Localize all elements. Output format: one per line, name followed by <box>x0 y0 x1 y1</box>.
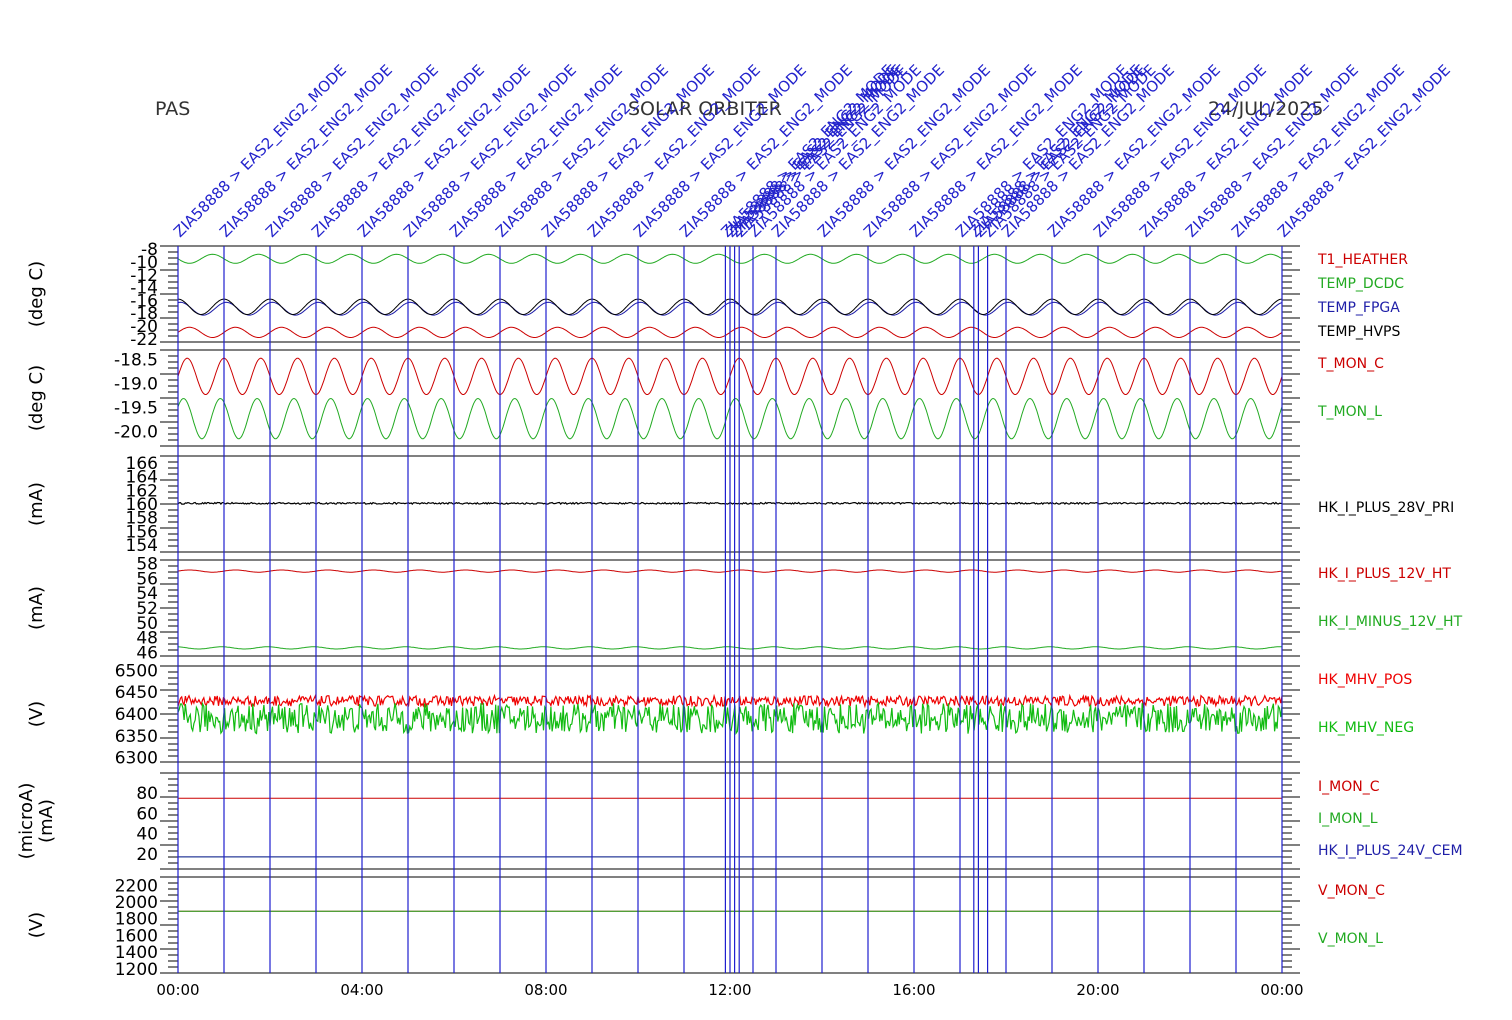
x-tick-label: 16:00 <box>892 981 935 999</box>
legend-entry: V_MON_C <box>1318 883 1385 899</box>
legend-entry: TEMP_HVPS <box>1317 324 1400 340</box>
y-tick-label: -12 <box>130 266 158 286</box>
y-tick-label: 166 <box>126 454 158 474</box>
x-tick-label: 00:00 <box>1260 981 1303 999</box>
instrument-title: PAS <box>155 98 191 120</box>
y-axis-label: (mA) <box>26 586 47 630</box>
y-tick-label: 6400 <box>115 705 158 725</box>
legend-entry: HK_I_PLUS_12V_HT <box>1318 566 1451 582</box>
legend-entry: HK_I_MINUS_12V_HT <box>1318 614 1463 630</box>
y-tick-label: -19.5 <box>114 399 158 419</box>
y-tick-label: -22 <box>130 330 158 350</box>
y-tick-label: 80 <box>136 784 158 804</box>
y-tick-label: 6500 <box>115 661 158 681</box>
panel-1: -8-10-12-14-16-18-20-22 (deg C) T1_HEATHER… <box>26 240 1408 350</box>
legend-entry: TEMP_DCDC <box>1317 276 1404 292</box>
y-tick-label: 1600 <box>115 926 158 946</box>
mission-title: SOLAR ORBITER <box>628 98 782 120</box>
panel-2: -18.5 -19.0 -19.5 -20.0 (deg C) T_MON_C T_MON_… <box>26 349 1384 447</box>
y-tick-label: 60 <box>136 804 158 824</box>
y-tick-label: -8 <box>141 240 158 260</box>
y-tick-label: 160 <box>126 495 158 515</box>
y-axis-label: (mA) <box>36 799 57 843</box>
y-axis-label: (microA) <box>16 783 37 860</box>
y-tick-label: 158 <box>126 509 158 529</box>
y-tick-label: -20.0 <box>114 423 158 443</box>
y-tick-label: 6350 <box>115 727 158 747</box>
y-axis-label: (V) <box>26 912 47 938</box>
y-tick-label: 6300 <box>115 749 158 769</box>
y-tick-label: 6450 <box>115 683 158 703</box>
y-tick-label: 56 <box>136 569 158 589</box>
y-axis-label: (V) <box>26 701 47 727</box>
y-tick-label: -16 <box>130 291 158 311</box>
legend-entry: I_MON_C <box>1318 779 1380 795</box>
x-tick-label: 08:00 <box>524 981 567 999</box>
legend-entry: HK_I_PLUS_28V_PRI <box>1318 500 1454 516</box>
y-tick-label: 1200 <box>115 960 158 980</box>
y-tick-label: 164 <box>126 468 158 488</box>
y-tick-label: -10 <box>130 253 158 273</box>
x-tick-label: 00:00 <box>156 981 199 999</box>
y-tick-label: -18 <box>130 304 158 324</box>
y-tick-label: -20 <box>130 317 158 337</box>
y-tick-label: 40 <box>136 825 158 845</box>
legend-entry: HK_I_PLUS_24V_CEM <box>1318 843 1463 859</box>
legend-entry: T_MON_L <box>1317 404 1382 420</box>
y-tick-label: 1400 <box>115 943 158 963</box>
y-tick-label: 1800 <box>115 910 158 930</box>
legend-entry: TEMP_FPGA <box>1317 300 1400 316</box>
legend-entry: T_MON_C <box>1317 356 1384 372</box>
legend-entry: HK_MHV_NEG <box>1318 720 1414 736</box>
y-tick-label: 2200 <box>115 876 158 896</box>
legend-entry: I_MON_L <box>1318 811 1378 827</box>
y-tick-label: -18.5 <box>114 351 158 371</box>
y-tick-label: 46 <box>136 643 158 663</box>
y-axis-label: (deg C) <box>26 365 47 431</box>
y-axis-label: (mA) <box>26 482 47 526</box>
y-tick-label: 162 <box>126 481 158 501</box>
y-tick-label: 156 <box>126 522 158 542</box>
y-tick-label: 20 <box>136 845 158 865</box>
y-tick-label: 52 <box>136 599 158 619</box>
y-tick-label: -14 <box>130 279 158 299</box>
y-axis-label: (deg C) <box>26 261 47 327</box>
legend-entry: HK_MHV_POS <box>1318 672 1412 688</box>
y-tick-label: 48 <box>136 629 158 649</box>
legend-entry: T1_HEATHER <box>1317 252 1408 268</box>
y-tick-label: -19.0 <box>114 375 158 395</box>
y-tick-label: 54 <box>136 584 158 604</box>
y-tick-label: 2000 <box>115 893 158 913</box>
legend-entry: V_MON_L <box>1318 931 1383 947</box>
y-tick-label: 58 <box>136 555 158 575</box>
x-tick-label: 04:00 <box>340 981 383 999</box>
date-title: 24/JUL/2025 <box>1208 98 1324 120</box>
y-tick-label: 154 <box>126 536 158 556</box>
x-tick-label: 12:00 <box>708 981 751 999</box>
y-tick-label: 50 <box>136 614 158 634</box>
x-tick-label: 20:00 <box>1076 981 1119 999</box>
